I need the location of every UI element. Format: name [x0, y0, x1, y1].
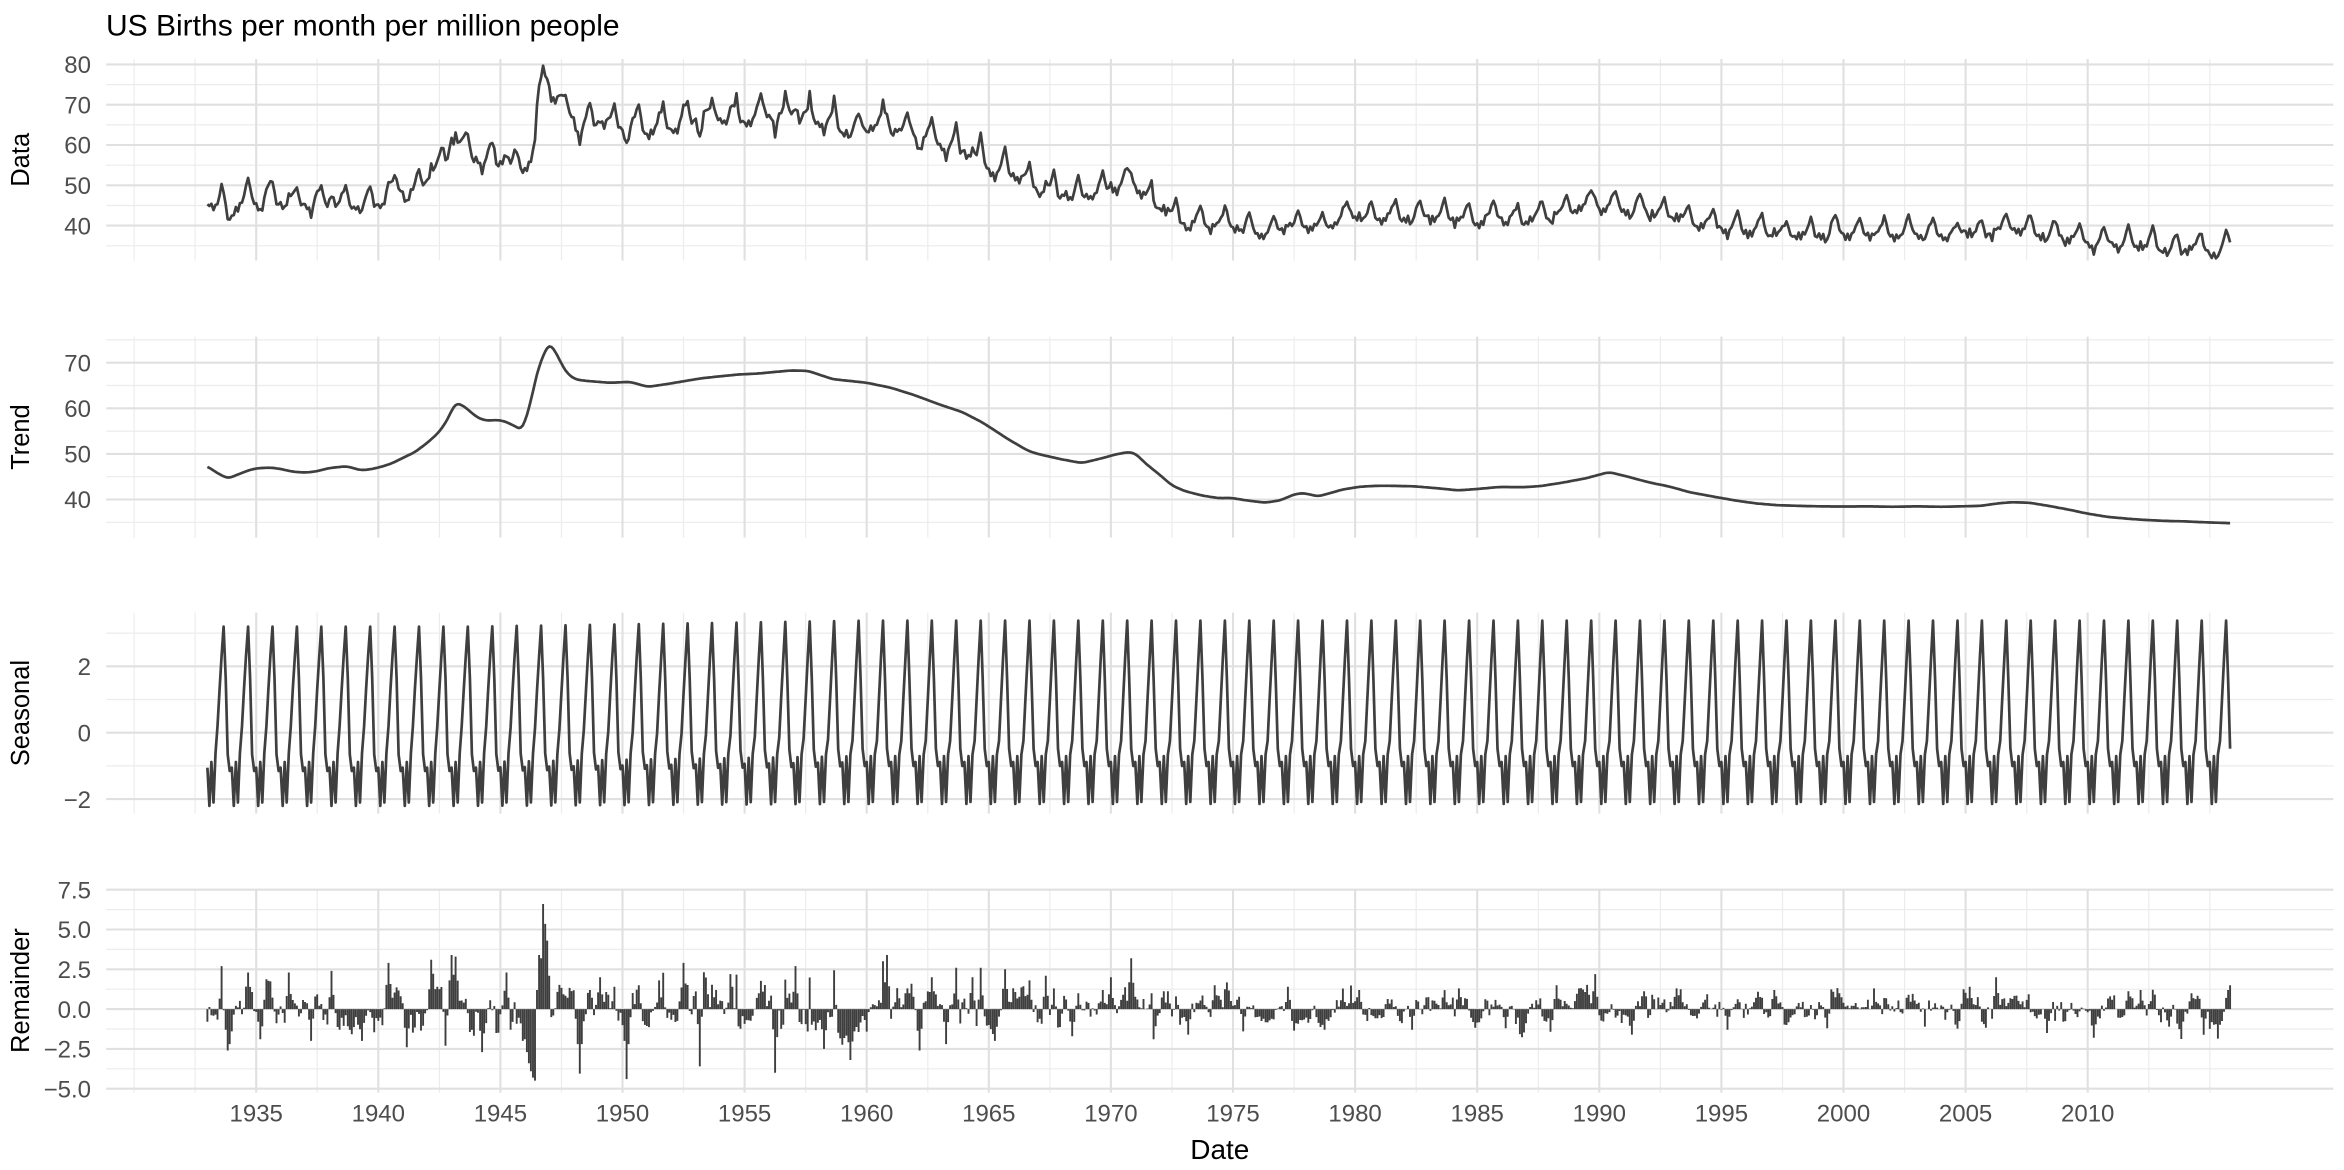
svg-text:40: 40 — [64, 213, 91, 240]
svg-text:Trend: Trend — [7, 404, 35, 470]
svg-text:0.0: 0.0 — [58, 997, 91, 1024]
svg-text:Remainder: Remainder — [7, 928, 35, 1053]
svg-text:40: 40 — [64, 487, 91, 514]
svg-text:60: 60 — [64, 396, 91, 423]
svg-text:1955: 1955 — [718, 1101, 771, 1128]
svg-text:−2: −2 — [64, 787, 91, 814]
svg-text:1985: 1985 — [1451, 1101, 1504, 1128]
svg-text:2: 2 — [78, 654, 91, 681]
svg-text:80: 80 — [64, 52, 91, 79]
svg-text:1950: 1950 — [596, 1101, 649, 1128]
svg-text:2005: 2005 — [1939, 1101, 1992, 1128]
svg-text:Data: Data — [7, 132, 35, 187]
svg-text:2000: 2000 — [1817, 1101, 1870, 1128]
svg-text:5.0: 5.0 — [58, 917, 91, 944]
svg-text:1970: 1970 — [1084, 1101, 1137, 1128]
svg-text:1995: 1995 — [1695, 1101, 1748, 1128]
svg-text:50: 50 — [64, 442, 91, 469]
svg-text:−5.0: −5.0 — [44, 1076, 91, 1103]
svg-text:1935: 1935 — [230, 1101, 283, 1128]
svg-text:60: 60 — [64, 133, 91, 160]
svg-text:70: 70 — [64, 92, 91, 119]
svg-text:0: 0 — [78, 720, 91, 747]
svg-text:−2.5: −2.5 — [44, 1037, 91, 1064]
svg-text:1965: 1965 — [962, 1101, 1015, 1128]
svg-text:50: 50 — [64, 173, 91, 200]
svg-text:US Births per month per millio: US Births per month per million people — [106, 10, 620, 43]
svg-text:1980: 1980 — [1328, 1101, 1381, 1128]
svg-text:2010: 2010 — [2061, 1101, 2114, 1128]
svg-text:Seasonal: Seasonal — [7, 660, 35, 766]
svg-text:70: 70 — [64, 350, 91, 377]
svg-text:1975: 1975 — [1206, 1101, 1259, 1128]
svg-text:2.5: 2.5 — [58, 957, 91, 984]
svg-text:7.5: 7.5 — [58, 877, 91, 904]
svg-text:1940: 1940 — [352, 1101, 405, 1128]
svg-text:1960: 1960 — [840, 1101, 893, 1128]
svg-text:1945: 1945 — [474, 1101, 527, 1128]
svg-text:1990: 1990 — [1573, 1101, 1626, 1128]
svg-text:Date: Date — [1190, 1134, 1249, 1165]
